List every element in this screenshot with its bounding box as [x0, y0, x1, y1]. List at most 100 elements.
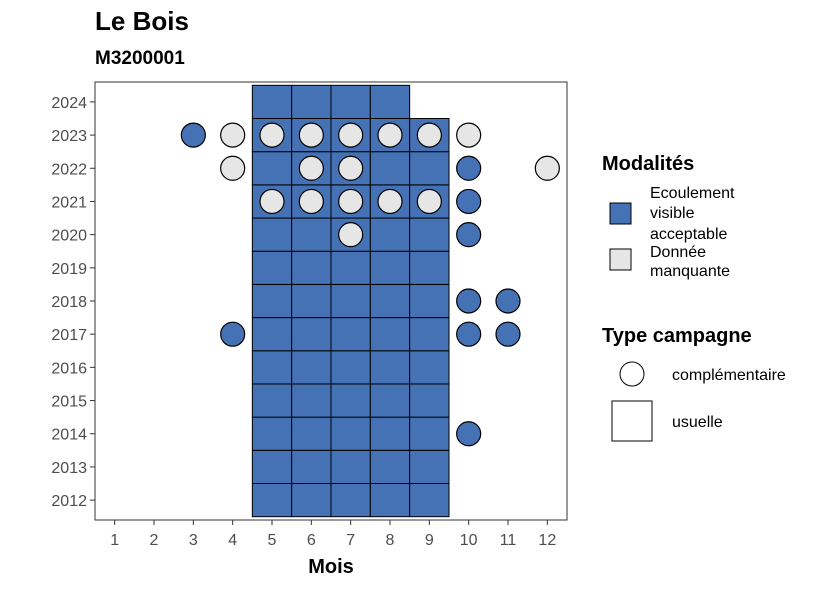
y-tick-label-2015: 2015: [51, 394, 87, 411]
point-2023-8: [377, 122, 403, 148]
y-tick-label-2024: 2024: [51, 95, 87, 112]
point-2020-7: [338, 222, 364, 248]
tile-2017-6: [291, 317, 332, 352]
point-2023-4: [220, 122, 246, 148]
point-2022-7: [338, 155, 364, 181]
point-2023-9: [416, 122, 442, 148]
x-tick-label-12: 12: [538, 532, 556, 549]
tile-2016-9: [409, 350, 450, 385]
y-tick-label-2022: 2022: [51, 161, 87, 178]
x-tick-label-9: 9: [425, 532, 434, 549]
tile-2019-9: [409, 250, 450, 285]
tile-2022-5: [251, 151, 293, 186]
usuelle-tiles: [251, 84, 450, 518]
legend-key-usuelle: [611, 400, 653, 442]
point-2021-6: [298, 188, 324, 215]
tile-2024-6: [291, 84, 332, 120]
point-2022-4: [220, 155, 246, 181]
tile-2012-5: [251, 483, 293, 518]
legend-key-complementaire: [619, 361, 645, 387]
complementaire-points: [180, 122, 560, 447]
tile-2017-9: [409, 317, 450, 352]
y-axis: 2012 2013 2014 2015 2016 2017 2018 2019 2020 2021…: [51, 95, 95, 510]
legend-label-complementaire: complémentaire: [672, 367, 786, 384]
tile-2015-5: [251, 383, 293, 418]
tile-2016-7: [330, 350, 371, 385]
tile-2014-6: [291, 416, 332, 451]
point-2021-5: [259, 188, 285, 215]
x-tick-label-11: 11: [500, 532, 517, 549]
tile-2015-6: [291, 383, 332, 418]
tile-2012-7: [330, 483, 371, 518]
point-2023-10: [456, 122, 482, 148]
tile-2014-9: [409, 416, 450, 451]
point-2023-7: [338, 122, 364, 148]
point-2022-6: [298, 155, 324, 181]
tile-2020-8: [369, 217, 411, 252]
tile-2019-8: [369, 250, 411, 285]
tile-2017-7: [330, 317, 371, 352]
tile-2022-8: [369, 151, 411, 186]
tile-2015-9: [409, 383, 450, 418]
y-tick-label-2019: 2019: [51, 261, 87, 278]
y-tick-label-2016: 2016: [51, 360, 87, 377]
x-tick-label-8: 8: [386, 532, 395, 549]
tile-2014-7: [330, 416, 371, 451]
point-2020-10: [456, 222, 482, 248]
x-axis: 1 2 3 4 5 6 7 8 9 10 11 12: [110, 520, 556, 549]
legend-swatch-manquante: [609, 248, 632, 271]
x-tick-label-1: 1: [110, 532, 119, 549]
tile-2024-5: [251, 84, 293, 120]
tile-2013-7: [330, 449, 371, 484]
legend-label-usuelle: usuelle: [672, 414, 723, 431]
point-2023-3: [180, 122, 206, 148]
tile-2013-8: [369, 449, 411, 484]
y-tick-label-2020: 2020: [51, 228, 87, 245]
legend-type-title: Type campagne: [602, 325, 752, 347]
tile-2022-9: [409, 151, 450, 186]
point-2021-10: [456, 188, 482, 215]
tile-2018-9: [409, 283, 450, 319]
x-axis-title: Mois: [308, 556, 354, 578]
point-2014-10: [456, 421, 482, 447]
x-tick-label-3: 3: [189, 532, 198, 549]
point-2021-8: [377, 188, 403, 215]
tile-2018-7: [330, 283, 371, 319]
legend: Modalités Ecoulement visible acceptable …: [602, 153, 786, 442]
y-tick-label-2021: 2021: [51, 194, 87, 211]
point-2017-10: [456, 321, 482, 347]
point-2017-11: [495, 321, 521, 347]
point-2021-7: [338, 188, 364, 215]
tile-2015-8: [369, 383, 411, 418]
tile-2012-8: [369, 483, 411, 518]
x-tick-label-2: 2: [150, 532, 159, 549]
y-tick-label-2014: 2014: [51, 427, 87, 444]
tile-2014-5: [251, 416, 293, 451]
point-2022-10: [456, 155, 482, 181]
point-2022-12: [534, 155, 560, 181]
tile-2020-9: [409, 217, 450, 252]
tile-2013-9: [409, 449, 450, 484]
tile-2018-6: [291, 283, 332, 319]
tile-2019-6: [291, 250, 332, 285]
tile-2020-5: [251, 217, 293, 252]
tile-2013-6: [291, 449, 332, 484]
tile-2019-5: [251, 250, 293, 285]
tile-2016-8: [369, 350, 411, 385]
y-tick-label-2018: 2018: [51, 294, 87, 311]
y-tick-label-2017: 2017: [51, 327, 87, 344]
tile-2017-8: [369, 317, 411, 352]
y-tick-label-2023: 2023: [51, 128, 87, 145]
tile-2017-5: [251, 317, 293, 352]
legend-label-manquante-2: manquante: [650, 263, 730, 280]
legend-modalites-title: Modalités: [602, 153, 694, 175]
point-2018-11: [495, 288, 521, 314]
x-tick-label-6: 6: [307, 532, 316, 549]
x-tick-label-4: 4: [228, 532, 237, 549]
y-tick-label-2013: 2013: [51, 460, 87, 477]
tile-2015-7: [330, 383, 371, 418]
tile-2016-5: [251, 350, 293, 385]
point-2017-4: [220, 321, 246, 347]
x-tick-label-5: 5: [268, 532, 277, 549]
